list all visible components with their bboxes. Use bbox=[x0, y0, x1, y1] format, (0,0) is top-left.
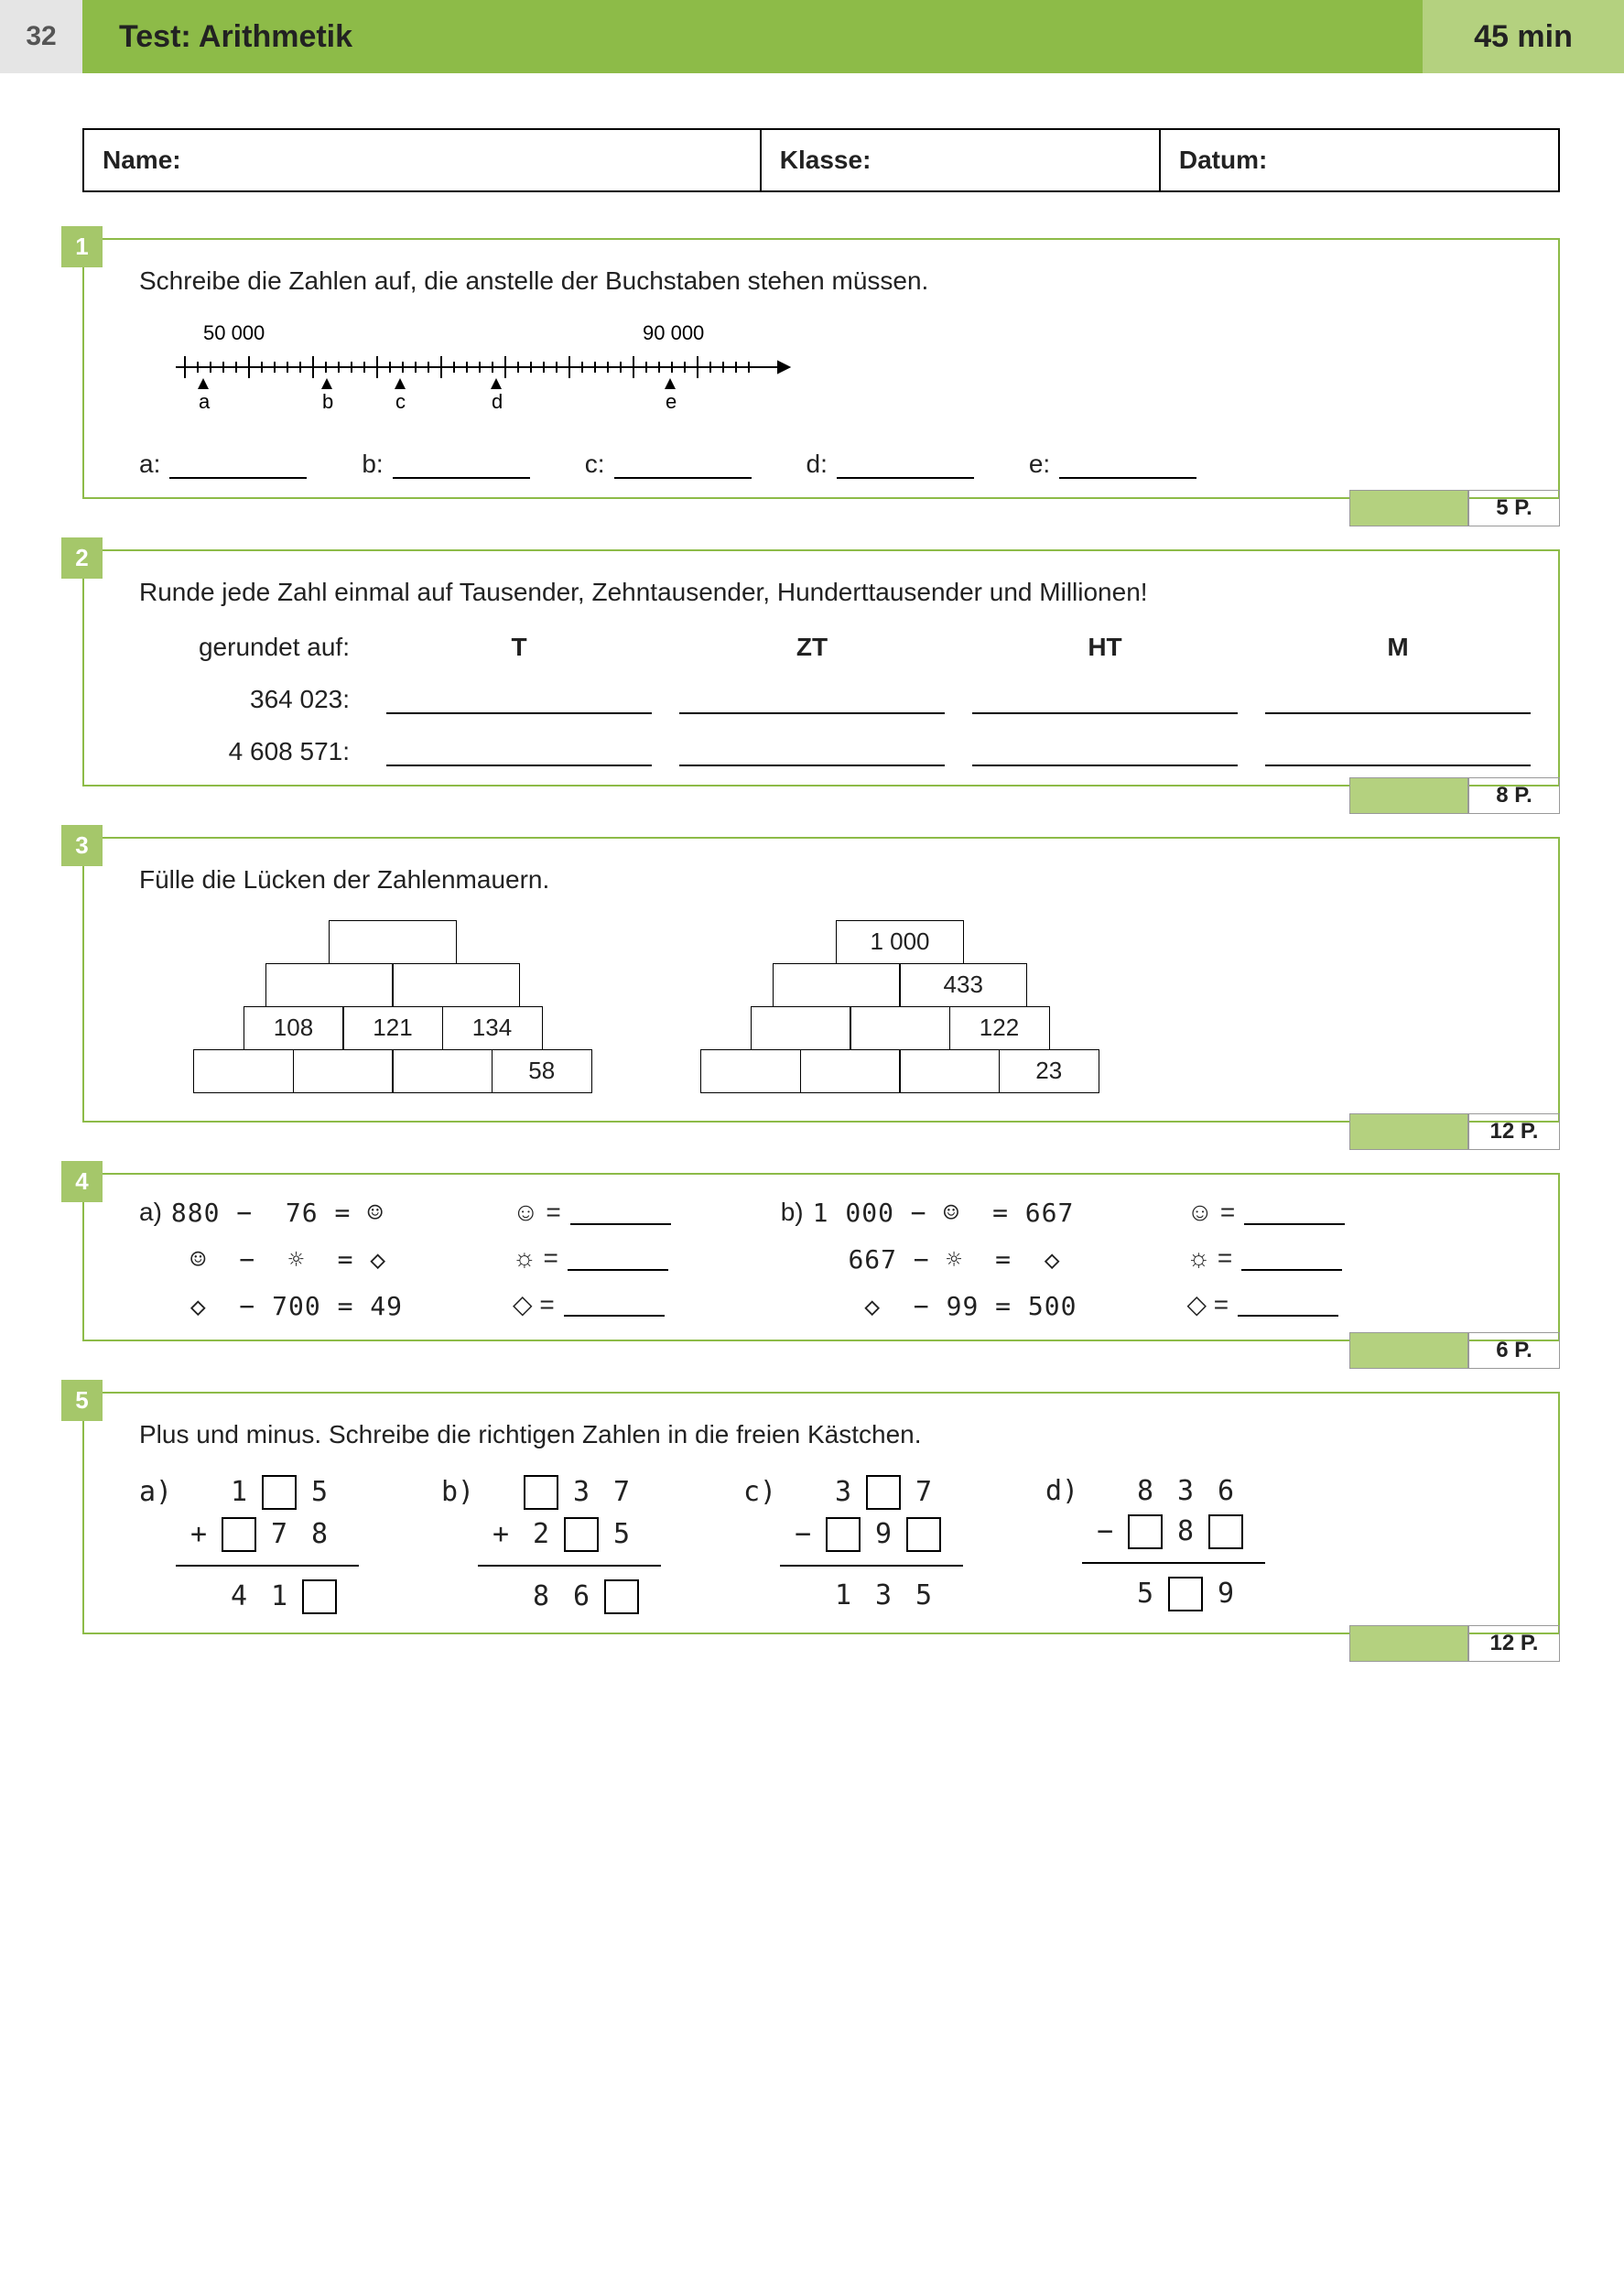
answer-blank[interactable] bbox=[679, 741, 945, 766]
answer-blank[interactable] bbox=[1238, 1291, 1338, 1317]
task-text: Plus und minus. Schreibe die richtigen Z… bbox=[139, 1416, 1531, 1452]
answer-blank[interactable] bbox=[1265, 741, 1531, 766]
task-3: 3 Fülle die Lücken der Zahlenmauern. 108… bbox=[82, 837, 1560, 1122]
points-badge: 12 P. bbox=[1349, 1625, 1560, 1662]
ans-label: b: bbox=[362, 450, 383, 479]
class-field[interactable]: Klasse: bbox=[762, 130, 1161, 190]
digit-box[interactable] bbox=[1168, 1577, 1203, 1611]
digit-box[interactable] bbox=[866, 1475, 901, 1510]
points-badge: 8 P. bbox=[1349, 777, 1560, 814]
answer-blank[interactable] bbox=[1059, 453, 1196, 479]
col-b-ans: ☺ = ☼ = ◇ = bbox=[1186, 1198, 1345, 1321]
points-badge: 12 P. bbox=[1349, 1113, 1560, 1150]
task-2: 2 Runde jede Zahl einmal auf Tausender, … bbox=[82, 549, 1560, 787]
answer-blank[interactable] bbox=[169, 453, 307, 479]
points-badge: 5 P. bbox=[1349, 490, 1560, 526]
answer-blank[interactable] bbox=[570, 1199, 671, 1225]
digit-box[interactable] bbox=[604, 1579, 639, 1614]
page-title: Test: Arithmetik bbox=[82, 0, 1423, 73]
answer-blank[interactable] bbox=[1265, 689, 1531, 714]
task-4: 4 a)880 − 76 = ☺ ☺ − ☼ = ◇ ◇ − 700 = 49 … bbox=[82, 1173, 1560, 1341]
answer-blank[interactable] bbox=[564, 1291, 665, 1317]
ans-label: a: bbox=[139, 450, 160, 479]
page-header: 32 Test: Arithmetik 45 min bbox=[0, 0, 1624, 73]
digit-box[interactable] bbox=[302, 1579, 337, 1614]
task-5: 5 Plus und minus. Schreibe die richtigen… bbox=[82, 1392, 1560, 1634]
number-wall-2: 1 000 433 122 23 bbox=[701, 921, 1099, 1093]
answer-blank[interactable] bbox=[679, 689, 945, 714]
ans-label: c: bbox=[585, 450, 605, 479]
addsub-a: a) 15+78 41 bbox=[139, 1475, 359, 1614]
time-limit: 45 min bbox=[1423, 0, 1624, 73]
digit-box[interactable] bbox=[906, 1517, 941, 1552]
task-number: 4 bbox=[61, 1161, 103, 1202]
rounding-table: gerundet auf: T ZT HT M 364 023: 4 608 5… bbox=[139, 633, 1531, 766]
page-number: 32 bbox=[0, 0, 82, 73]
answer-blank[interactable] bbox=[568, 1245, 668, 1271]
answer-blank[interactable] bbox=[614, 453, 752, 479]
digit-box[interactable] bbox=[1128, 1514, 1163, 1549]
answer-blank[interactable] bbox=[386, 689, 652, 714]
answer-blank[interactable] bbox=[1241, 1245, 1342, 1271]
col-b-eq: b)1 000 − ☺ = 667 667 − ☼ = ◇ ◇ − 99 = 5… bbox=[781, 1198, 1077, 1321]
col-a-ans: ☺ = ☼ = ◇ = bbox=[513, 1198, 671, 1321]
digit-box[interactable] bbox=[222, 1517, 256, 1552]
ans-label: e: bbox=[1029, 450, 1050, 479]
svg-text:a: a bbox=[199, 390, 211, 413]
digit-box[interactable] bbox=[262, 1475, 297, 1510]
student-info-row: Name: Klasse: Datum: bbox=[82, 128, 1560, 192]
name-field[interactable]: Name: bbox=[84, 130, 762, 190]
answer-blank[interactable] bbox=[972, 689, 1238, 714]
answer-blank[interactable] bbox=[393, 453, 530, 479]
nl-label-left: 50 000 bbox=[203, 321, 265, 344]
nl-label-right: 90 000 bbox=[643, 321, 704, 344]
number-wall-1: 108 121 134 58 bbox=[194, 921, 591, 1093]
col-a-eq: a)880 − 76 = ☺ ☺ − ☼ = ◇ ◇ − 700 = 49 bbox=[139, 1198, 403, 1321]
task-number: 5 bbox=[61, 1380, 103, 1421]
digit-box[interactable] bbox=[826, 1517, 861, 1552]
svg-text:e: e bbox=[666, 390, 677, 413]
addsub-d: d) 836−8 59 bbox=[1045, 1475, 1265, 1614]
points-badge: 6 P. bbox=[1349, 1332, 1560, 1369]
answer-blank[interactable] bbox=[1244, 1199, 1345, 1225]
svg-text:b: b bbox=[322, 390, 333, 413]
answer-row: a: b: c: d: e: bbox=[139, 450, 1531, 479]
answer-blank[interactable] bbox=[972, 741, 1238, 766]
task-text: Schreibe die Zahlen auf, die anstelle de… bbox=[139, 263, 1531, 298]
ans-label: d: bbox=[807, 450, 828, 479]
addsub-b: b) 37+25 86 bbox=[441, 1475, 661, 1614]
task-number: 1 bbox=[61, 226, 103, 267]
svg-text:d: d bbox=[492, 390, 503, 413]
digit-box[interactable] bbox=[524, 1475, 558, 1510]
digit-box[interactable] bbox=[1208, 1514, 1243, 1549]
task-text: Runde jede Zahl einmal auf Tausender, Ze… bbox=[139, 574, 1531, 610]
answer-blank[interactable] bbox=[386, 741, 652, 766]
task-text: Fülle die Lücken der Zahlenmauern. bbox=[139, 862, 1531, 897]
svg-text:c: c bbox=[395, 390, 406, 413]
task-number: 2 bbox=[61, 537, 103, 579]
date-field[interactable]: Datum: bbox=[1161, 130, 1558, 190]
answer-blank[interactable] bbox=[837, 453, 974, 479]
task-number: 3 bbox=[61, 825, 103, 866]
digit-box[interactable] bbox=[564, 1517, 599, 1552]
number-line: 50 000 90 000 a b c d e bbox=[167, 321, 1531, 422]
task-1: 1 Schreibe die Zahlen auf, die anstelle … bbox=[82, 238, 1560, 499]
addsub-c: c) 37−9 135 bbox=[743, 1475, 963, 1614]
